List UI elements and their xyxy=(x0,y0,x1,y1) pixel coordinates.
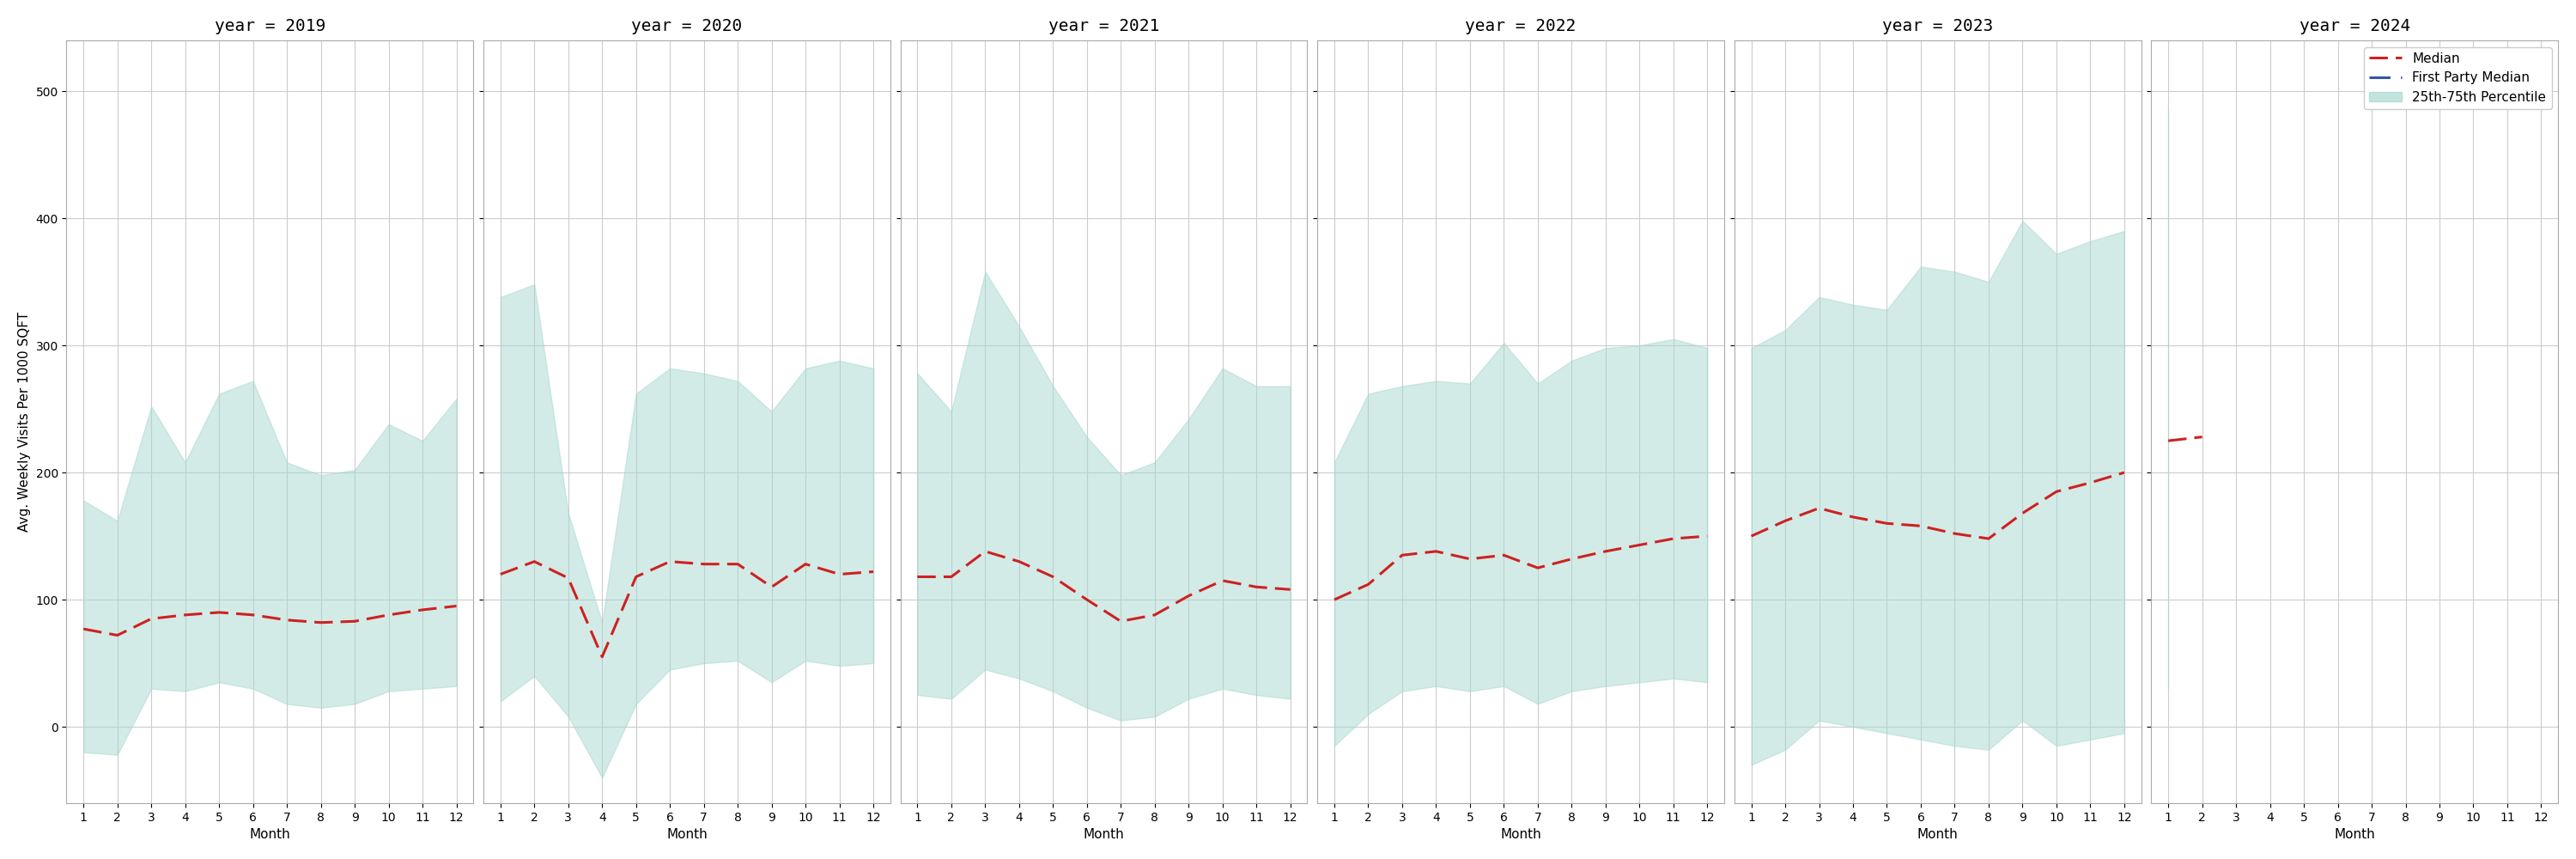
Median xyxy=(2154,436,2184,446)
Median xyxy=(103,631,134,641)
Median xyxy=(518,557,549,567)
Line: Median: Median xyxy=(82,606,456,636)
Median xyxy=(270,615,301,625)
Median xyxy=(902,571,933,582)
Median xyxy=(824,570,855,580)
Median xyxy=(554,573,585,583)
Median xyxy=(374,610,404,620)
Median xyxy=(1275,584,1306,594)
Legend: Median, First Party Median, 25th-75th Percentile: Median, First Party Median, 25th-75th Pe… xyxy=(2365,47,2553,109)
Line: Median: Median xyxy=(917,551,1291,621)
X-axis label: Month: Month xyxy=(2334,828,2375,841)
Median xyxy=(587,652,618,662)
Median xyxy=(1870,518,1901,528)
Title: year = 2023: year = 2023 xyxy=(1883,18,1994,34)
X-axis label: Month: Month xyxy=(1084,828,1123,841)
Line: Median: Median xyxy=(2169,437,2202,441)
Title: year = 2020: year = 2020 xyxy=(631,18,742,34)
Median xyxy=(1589,546,1620,557)
Median xyxy=(2007,508,2038,518)
Median xyxy=(204,607,234,618)
Median xyxy=(1038,571,1069,582)
Median xyxy=(484,570,515,580)
Median xyxy=(340,616,371,626)
X-axis label: Month: Month xyxy=(1917,828,1958,841)
Median xyxy=(1208,576,1239,586)
Median xyxy=(2074,478,2105,488)
Title: year = 2019: year = 2019 xyxy=(214,18,325,34)
Median xyxy=(1906,521,1937,531)
Y-axis label: Avg. Weekly Visits Per 1000 SQFT: Avg. Weekly Visits Per 1000 SQFT xyxy=(18,312,31,532)
Median xyxy=(1489,550,1520,560)
Median xyxy=(688,559,719,570)
Median xyxy=(621,571,652,582)
Median xyxy=(1072,594,1103,605)
Median xyxy=(1659,533,1690,544)
Median xyxy=(969,546,999,557)
Median xyxy=(1940,528,1971,539)
Median xyxy=(1973,533,2004,544)
Median xyxy=(1005,557,1036,567)
Median xyxy=(1386,550,1417,560)
Median xyxy=(1803,503,1834,514)
Median xyxy=(1352,579,1383,589)
Median xyxy=(1105,616,1136,626)
Line: Median: Median xyxy=(500,562,873,657)
Median xyxy=(170,610,201,620)
Median xyxy=(791,559,822,570)
Median xyxy=(67,624,98,634)
Median xyxy=(1770,515,1801,526)
Median xyxy=(757,582,788,592)
Title: year = 2021: year = 2021 xyxy=(1048,18,1159,34)
Median xyxy=(1692,531,1723,541)
Title: year = 2024: year = 2024 xyxy=(2300,18,2411,34)
Median xyxy=(2110,467,2141,478)
X-axis label: Month: Month xyxy=(250,828,291,841)
Median xyxy=(307,618,337,628)
Median xyxy=(1172,591,1203,601)
Median xyxy=(1556,554,1587,564)
Median xyxy=(935,571,966,582)
Median xyxy=(1419,546,1450,557)
Median xyxy=(137,613,167,624)
Median xyxy=(407,605,438,615)
Median xyxy=(237,610,268,620)
Median xyxy=(1837,512,1868,522)
X-axis label: Month: Month xyxy=(667,828,708,841)
Median xyxy=(1455,554,1486,564)
Median xyxy=(440,601,471,612)
Median xyxy=(1139,610,1170,620)
Median xyxy=(1623,539,1654,550)
Line: Median: Median xyxy=(1752,472,2125,539)
Line: Median: Median xyxy=(1334,536,1708,600)
Median xyxy=(1736,531,1767,541)
Median xyxy=(2187,432,2218,442)
Title: year = 2022: year = 2022 xyxy=(1466,18,1577,34)
X-axis label: Month: Month xyxy=(1499,828,1540,841)
Median xyxy=(858,567,889,577)
Median xyxy=(1319,594,1350,605)
Median xyxy=(721,559,752,570)
Median xyxy=(654,557,685,567)
Median xyxy=(1522,563,1553,573)
Median xyxy=(1242,582,1273,592)
Median xyxy=(2040,486,2071,497)
